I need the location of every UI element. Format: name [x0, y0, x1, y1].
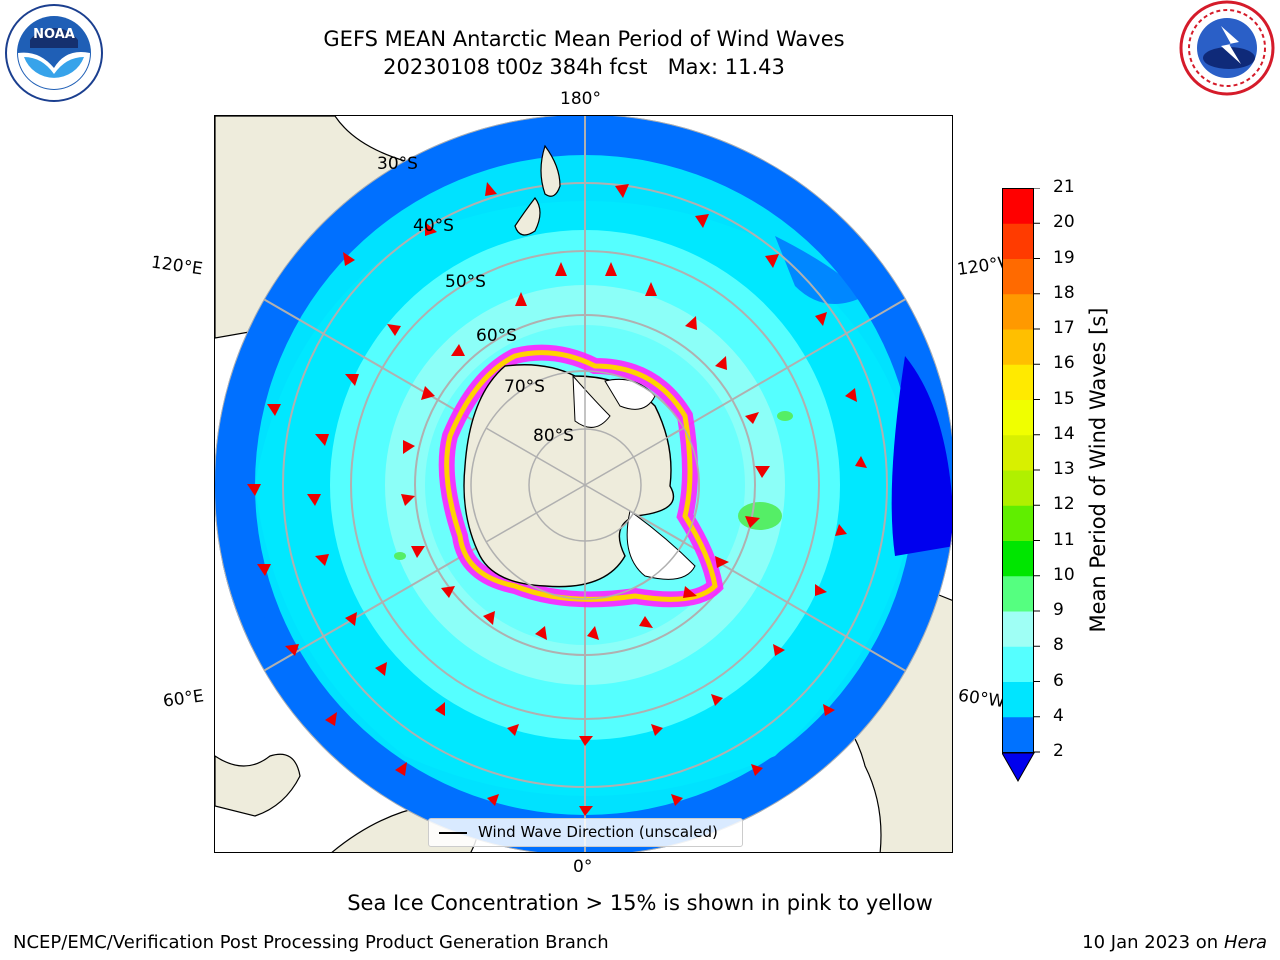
- colorbar-tick-label: 11: [1053, 529, 1075, 550]
- colorbar: [1001, 187, 1052, 788]
- nws-logo-icon: [1177, 0, 1277, 100]
- colorbar-segment: [1002, 470, 1034, 506]
- colorbar-tick-label: 17: [1053, 318, 1075, 338]
- meridian-label-0: 0°: [573, 857, 593, 877]
- legend-line-icon: [439, 832, 467, 834]
- colorbar-tick-label: 9: [1053, 600, 1064, 620]
- footer-machine: Hera: [1223, 932, 1267, 953]
- colorbar-tick-label: 16: [1053, 353, 1075, 374]
- colorbar-tick-label: 15: [1053, 388, 1075, 409]
- colorbar-tick-label: 8: [1053, 635, 1064, 656]
- wind-wave-arrows: [247, 182, 867, 816]
- noaa-logo-icon: NOAA: [4, 2, 104, 104]
- lat-label-40s: 40°S: [413, 216, 454, 236]
- lat-label-30s: 30°S: [377, 154, 418, 174]
- colorbar-segment: [1002, 329, 1034, 365]
- footer-right: 10 Jan 2023 on Hera: [1082, 932, 1267, 953]
- lat-label-80s: 80°S: [533, 426, 574, 446]
- map-legend: Wind Wave Direction (unscaled): [428, 818, 743, 847]
- colorbar-segment: [1002, 434, 1034, 471]
- map-frame: 30°S 40°S 50°S 60°S 70°S 80°S: [214, 115, 953, 853]
- colorbar-segment: [1002, 258, 1034, 295]
- footer-left: NCEP/EMC/Verification Post Processing Pr…: [13, 932, 609, 953]
- footer-date: 10 Jan 2023 on: [1082, 932, 1224, 953]
- colorbar-segment: [1002, 188, 1034, 224]
- noaa-logo-text: NOAA: [33, 27, 75, 42]
- colorbar-segment: [1002, 681, 1034, 718]
- colorbar-segment: [1002, 646, 1034, 682]
- sea-ice-caption: Sea Ice Concentration > 15% is shown in …: [347, 891, 933, 915]
- legend-label: Wind Wave Direction (unscaled): [478, 823, 718, 841]
- polar-map: 30°S 40°S 50°S 60°S 70°S 80°S: [215, 116, 952, 852]
- chart-subtitle: 20230108 t00z 384h fcst Max: 11.43: [383, 55, 785, 79]
- colorbar-segment: [1002, 611, 1034, 647]
- meridian-label-120e: 120°E: [149, 252, 204, 280]
- colorbar-tick-label: 21: [1053, 177, 1075, 197]
- colorbar-segment: [1002, 505, 1034, 541]
- colorbar-tick-label: 10: [1053, 564, 1075, 585]
- lat-label-60s: 60°S: [476, 326, 517, 346]
- colorbar-segment: [1002, 223, 1034, 259]
- lat-label-70s: 70°S: [504, 377, 545, 397]
- colorbar-label: Mean Period of Wind Waves [s]: [1086, 307, 1110, 633]
- colorbar-tick-label: 2: [1053, 741, 1064, 761]
- colorbar-segment: [1002, 364, 1034, 400]
- colorbar-segment: [1002, 399, 1034, 436]
- colorbar-tick-label: 18: [1053, 282, 1075, 303]
- meridian-label-60e: 60°E: [161, 686, 206, 712]
- colorbar-tick-label: 4: [1053, 705, 1064, 726]
- colorbar-segment: [1002, 293, 1034, 330]
- colorbar-tick-label: 14: [1053, 423, 1075, 444]
- meridian-label-60w: 60°W: [956, 685, 1007, 713]
- colorbar-tick-label: 12: [1053, 494, 1075, 515]
- lat-label-50s: 50°S: [445, 272, 486, 292]
- chart-title: GEFS MEAN Antarctic Mean Period of Wind …: [323, 27, 845, 51]
- colorbar-tick-label: 20: [1053, 212, 1075, 233]
- colorbar-segment: [1002, 575, 1034, 612]
- meridian-label-180: 180°: [560, 89, 601, 109]
- colorbar-segment: [1002, 540, 1034, 577]
- colorbar-tick-label: 19: [1053, 247, 1075, 268]
- colorbar-segment: [1002, 716, 1034, 753]
- colorbar-tick-label: 6: [1053, 670, 1064, 691]
- colorbar-tick-label: 13: [1053, 459, 1075, 479]
